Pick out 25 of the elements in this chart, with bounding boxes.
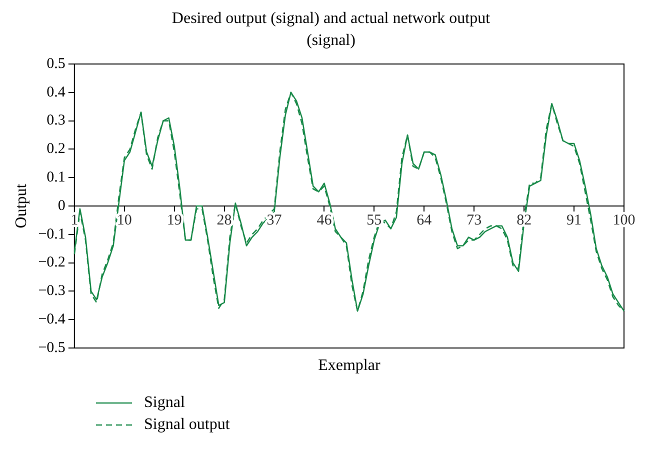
x-tick-label: 91 (566, 212, 582, 228)
y-tick-label: 0 (58, 198, 66, 214)
y-tick-label: 0.5 (46, 56, 66, 72)
x-tick-label: 64 (416, 212, 432, 228)
y-tick-label: −0.4 (38, 312, 66, 328)
y-tick-label: 0.2 (46, 141, 66, 158)
x-axis-title: Exemplar (318, 357, 381, 374)
legend-label: Signal (144, 394, 185, 412)
y-axis-title: Output (12, 183, 30, 228)
y-tick-label: −0.1 (38, 226, 66, 242)
x-tick-label: 19 (166, 212, 182, 228)
y-tick-label: −0.2 (38, 254, 66, 271)
x-tick-label: 10 (116, 212, 132, 228)
x-tick-label: 28 (216, 212, 232, 228)
x-tick-label: 46 (316, 212, 332, 228)
chart-title: Desired output (signal) and actual network output (signal) (170, 9, 492, 51)
x-tick-label: 55 (366, 212, 382, 228)
y-tick-label: 0.4 (46, 84, 66, 100)
x-tick-label: 73 (466, 212, 482, 228)
x-tick-label: 37 (266, 212, 282, 228)
legend-label: Signal output (144, 416, 230, 434)
y-tick-label: 0.3 (46, 112, 66, 129)
y-tick-label: 0.1 (46, 170, 66, 186)
y-tick-label: −0.5 (38, 340, 66, 356)
y-tick-label: −0.3 (38, 283, 66, 300)
